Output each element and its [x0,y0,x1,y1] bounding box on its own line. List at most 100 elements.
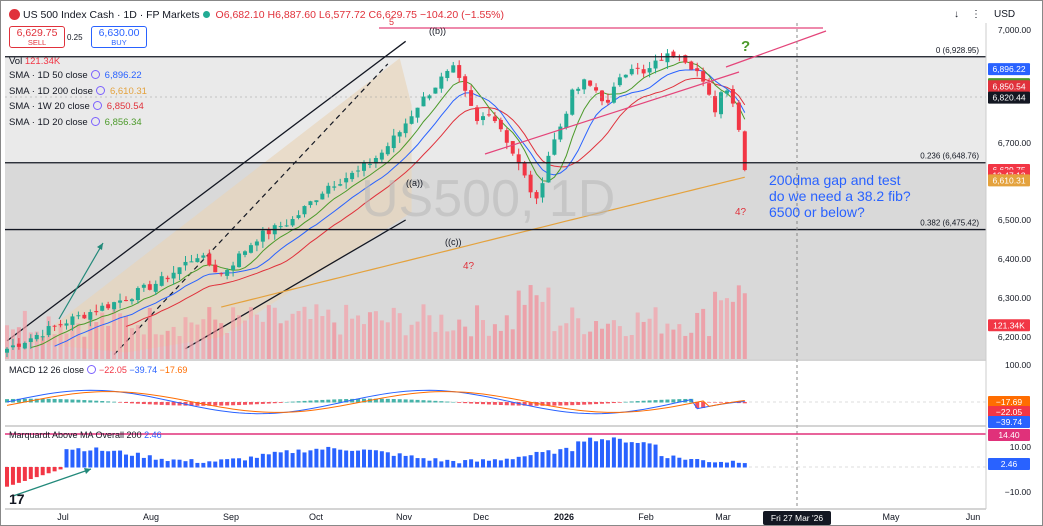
candle-body[interactable] [558,126,563,140]
candle-body[interactable] [177,267,182,275]
candle-body[interactable] [641,69,646,74]
candle-body[interactable] [344,178,349,183]
candle-body[interactable] [153,283,158,292]
candle-body[interactable] [415,107,420,118]
candle-body[interactable] [665,53,670,63]
candle-body[interactable] [10,345,15,348]
candle-body[interactable] [594,87,599,91]
candle-body[interactable] [34,334,39,340]
candle-body[interactable] [124,300,128,302]
candle-body[interactable] [165,277,170,280]
candle-body[interactable] [481,116,485,121]
legend-sma1d20[interactable]: SMA · 1D 20 close 6,856.34 [9,117,144,128]
candle-body[interactable] [350,172,355,180]
candle-body[interactable] [564,113,569,128]
legend-sma50[interactable]: SMA · 1D 50 close 6,896.22 [9,70,144,81]
candle-body[interactable] [76,315,81,317]
candle-body[interactable] [100,305,105,311]
candle-body[interactable] [248,245,253,253]
candle-body[interactable] [141,284,146,288]
candle-body[interactable] [391,135,396,149]
candle-body[interactable] [129,299,134,302]
candle-body[interactable] [82,314,87,319]
candle-body[interactable] [195,258,200,263]
indicator-settings-icon[interactable] [90,70,100,79]
candle-body[interactable] [463,76,468,91]
candle-body[interactable] [486,114,491,116]
candle-body[interactable] [445,71,450,78]
candle-body[interactable] [600,90,604,102]
candle-body[interactable] [701,71,706,82]
candle-body[interactable] [207,253,212,266]
candle-body[interactable] [629,68,634,75]
candle-body[interactable] [736,102,741,130]
candle-body[interactable] [659,59,664,61]
candle-body[interactable] [266,229,271,235]
candle-body[interactable] [516,154,521,164]
marq-tag[interactable] [988,429,1030,441]
candle-body[interactable] [88,312,93,320]
candle-body[interactable] [314,200,319,203]
candle-body[interactable] [403,123,408,134]
price-tag[interactable] [988,80,1030,93]
candle-body[interactable] [201,255,206,258]
candle-body[interactable] [46,326,51,336]
price-tag[interactable] [988,174,1030,187]
candle-body[interactable] [522,162,527,176]
candle-body[interactable] [231,265,236,270]
candle-body[interactable] [504,130,509,143]
candle-body[interactable] [159,276,164,286]
candle-body[interactable] [540,183,545,198]
candle-body[interactable] [451,65,456,73]
candle-body[interactable] [552,139,557,155]
candle-body[interactable] [534,192,539,199]
price-tag[interactable] [988,91,1030,104]
candle-body[interactable] [570,89,575,115]
candle-body[interactable] [290,219,295,226]
download-icon[interactable]: ↓ [954,9,959,20]
candle-body[interactable] [427,95,432,99]
legend-volume[interactable]: Vol 121.34K [9,56,60,67]
candle-body[interactable] [379,152,384,160]
candle-body[interactable] [28,338,33,343]
candle-body[interactable] [373,158,378,164]
candle-body[interactable] [719,92,723,115]
macd-tag[interactable] [988,406,1030,418]
price-tag[interactable] [988,319,1030,332]
candle-body[interactable] [713,96,718,113]
candle-body[interactable] [475,107,480,122]
candle-body[interactable] [302,206,307,215]
candle-body[interactable] [118,300,123,303]
candle-body[interactable] [469,90,474,106]
candle-body[interactable] [320,193,325,200]
candle-body[interactable] [362,162,366,171]
candle-body[interactable] [421,96,426,107]
candle-body[interactable] [58,324,63,326]
rising-trendline[interactable] [484,71,740,155]
candle-body[interactable] [397,132,402,137]
candle-body[interactable] [94,311,99,313]
time-cursor-tag[interactable] [763,511,831,525]
candle-body[interactable] [243,251,247,255]
price-tag[interactable] [988,63,1030,76]
candle-body[interactable] [64,323,69,326]
candle-body[interactable] [106,304,111,309]
candle-body[interactable] [147,284,152,290]
candle-body[interactable] [22,342,27,349]
sell-button[interactable]: 6,629.75 SELL [9,26,65,48]
candle-body[interactable] [683,55,688,63]
candle-body[interactable] [278,226,283,228]
candle-body[interactable] [647,68,652,73]
buy-button[interactable]: 6,630.00 BUY [91,26,147,48]
candle-body[interactable] [260,230,265,242]
candle-body[interactable] [237,253,242,268]
legend-sma200[interactable]: SMA · 1D 200 close 6,610.31 [9,86,149,97]
candle-body[interactable] [635,67,640,69]
indicator-settings-icon[interactable] [92,101,102,110]
candle-body[interactable] [332,186,337,188]
legend-macd[interactable]: MACD 12 26 close −22.05 −39.74 −17.69 [9,365,187,375]
candle-body[interactable] [528,174,533,193]
candle-body[interactable] [546,155,551,183]
symbol-title[interactable]: US 500 Index Cash · 1D · FP Markets [23,9,200,21]
